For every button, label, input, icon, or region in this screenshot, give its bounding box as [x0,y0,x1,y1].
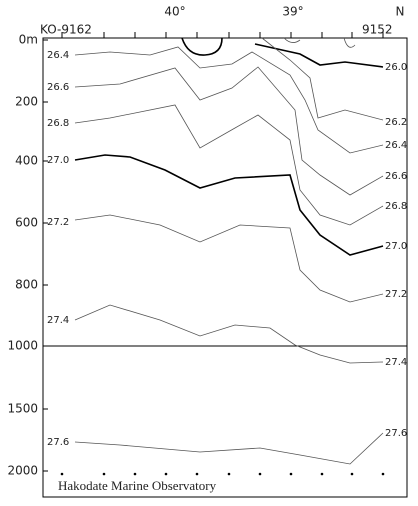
contour-label: 27.2 [385,289,407,300]
depth-label: 1500 [7,402,38,416]
contour-label: 27.0 [47,155,69,166]
contour-label: 26.8 [385,201,407,212]
contour-label: 26.2 [385,117,407,128]
depth-label: 200 [15,95,38,109]
contours [74,37,384,465]
contour-label: 27.6 [47,437,69,448]
first-station: KO-9162 [40,23,92,37]
contour-label: 26.4 [385,140,407,151]
depth-label: 0m [19,33,38,47]
latitude-label: 39° [282,5,303,19]
station-dots [60,472,385,476]
contour-label: 26.8 [47,118,69,129]
latitude-label: N [396,5,405,19]
contour-label: 26.6 [385,171,407,182]
depth-label: 400 [15,154,38,168]
depth-label: 800 [15,278,38,292]
last-station: 9152 [362,23,393,37]
depth-label: 2000 [7,464,38,478]
contour-label: 26.0 [385,62,407,73]
contour-label: 27.6 [385,428,407,439]
contour-label: 26.6 [47,82,69,93]
contour-label: 27.0 [385,241,407,252]
contour-label: 26.4 [47,50,69,61]
plot-frame [42,37,408,498]
credit: Hakodate Marine Observatory [58,478,217,493]
contour-label: 27.2 [47,217,69,228]
latitude-label: 40° [164,5,185,19]
top-ticks [61,32,384,38]
depth-label: 1000 [7,339,38,353]
depth-label: 600 [15,216,38,230]
contour-label: 27.4 [47,315,69,326]
contour-label: 27.4 [385,357,407,368]
